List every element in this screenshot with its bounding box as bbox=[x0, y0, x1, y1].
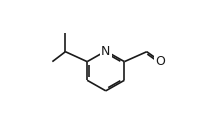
Text: O: O bbox=[155, 54, 165, 68]
Text: N: N bbox=[101, 45, 110, 58]
